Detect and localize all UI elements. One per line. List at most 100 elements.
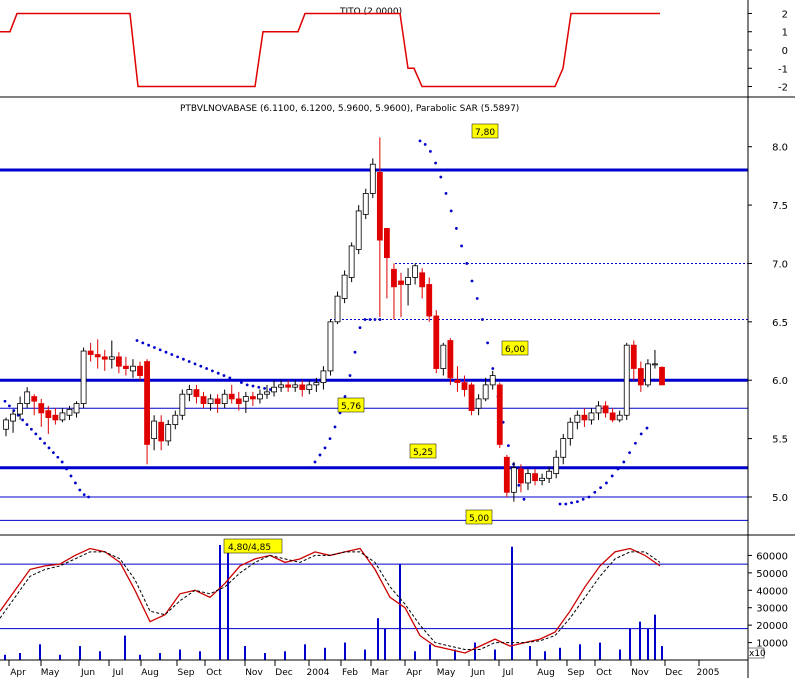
price-tick-label: 7.0 (772, 259, 788, 270)
annotation-box (223, 538, 283, 554)
sar-dot (475, 297, 479, 300)
volume-bar (647, 628, 649, 660)
sar-dot (455, 227, 458, 230)
candle-body (454, 379, 461, 383)
sar-dot (645, 426, 649, 430)
sar-dot (211, 369, 214, 373)
candle-body (59, 412, 66, 421)
sar-dot (193, 362, 197, 366)
sar-dot (60, 460, 64, 464)
volume-bar (559, 647, 561, 660)
sar-dot (616, 467, 620, 471)
price-tick-label: 6.5 (772, 318, 788, 329)
volume-bar (19, 653, 21, 660)
sar-dot (599, 486, 602, 490)
sar-dot (187, 360, 191, 363)
level-label: 7,80 (475, 128, 495, 138)
oscillator-tick-label: 20000 (756, 621, 788, 632)
sar-dot (234, 378, 238, 382)
x-tick-label: May (437, 668, 456, 678)
sar-dot (358, 326, 362, 330)
candle-body (249, 396, 256, 400)
sar-dot (313, 460, 317, 464)
x-tick-label: Sep (178, 668, 195, 678)
candle-body (475, 398, 482, 409)
sar-dot (82, 493, 86, 497)
volume-bar (619, 649, 621, 660)
sar-dot (43, 441, 46, 445)
candle-body (546, 470, 553, 479)
volume-bar (454, 649, 456, 660)
sar-dot (486, 341, 489, 345)
price-tick-label: 7.5 (772, 201, 788, 212)
sar-dot (3, 399, 7, 403)
x-axis: Apr May Jun Jul Aug Sep Oct Nov Dec 2004 Feb Mar Apr… (8, 660, 720, 678)
sar-dot (634, 441, 637, 445)
stochastic-d-line (0, 551, 661, 650)
candle-body (264, 391, 270, 395)
volume-bar (227, 544, 229, 660)
candle-body (73, 403, 80, 414)
candle-body (482, 384, 489, 400)
sar-dot (481, 318, 484, 321)
candle-body (447, 340, 454, 379)
level-label-box (465, 509, 493, 525)
candle-body (45, 410, 52, 418)
tito-title: TITO (2.0000) (339, 7, 402, 17)
sar-dot (25, 423, 29, 426)
sar-dot (491, 367, 495, 370)
candle-body (38, 403, 45, 414)
candle-body (637, 368, 644, 386)
candle-body (384, 228, 390, 259)
candle-body (581, 414, 588, 421)
candle-body (553, 456, 560, 475)
sar-dot (30, 427, 33, 431)
oscillator-annotation: 4,80/4,85 (223, 538, 283, 554)
sar-dot (429, 149, 432, 153)
sar-dot (610, 474, 614, 478)
tito-y-axis: 2 1 0 -1 -2 (748, 9, 788, 94)
candle-body (285, 384, 292, 388)
tito-tick-label: -1 (778, 64, 788, 75)
candle-body (341, 274, 348, 299)
candle-body (179, 393, 186, 416)
sar-dot (605, 481, 608, 485)
volume-bar (39, 644, 41, 660)
candle-body (144, 361, 150, 445)
sar-dot (587, 495, 591, 499)
sar-dot (216, 371, 220, 375)
candle-body (108, 356, 115, 360)
sar-dot (333, 425, 337, 429)
candle-body (242, 396, 249, 402)
level-label: 5,00 (469, 514, 489, 524)
sar-dot (228, 376, 232, 380)
candle-body (299, 384, 306, 390)
candle-body (567, 421, 574, 439)
candle-body (644, 363, 651, 386)
candle-body (539, 477, 545, 482)
x-tick-label: Apr (10, 668, 26, 678)
price-tick-label: 5.5 (772, 435, 788, 446)
sar-dot (176, 355, 180, 359)
x-tick-label: 2005 (697, 668, 720, 678)
x-tick-label: Mar (372, 668, 389, 678)
candle-body (101, 356, 108, 360)
sar-dot (318, 453, 322, 457)
candle-body (214, 398, 221, 404)
sar-dot (622, 460, 626, 464)
volume-bar (414, 651, 416, 660)
sar-dot (170, 353, 174, 356)
candle-body (151, 420, 158, 439)
volume-bars (4, 544, 663, 660)
candle-body (320, 370, 327, 383)
volume-bar (529, 646, 531, 660)
sar-dot (576, 500, 579, 504)
volume-bar (4, 654, 6, 660)
candle-body (221, 393, 228, 404)
candle-body (334, 295, 341, 323)
x-tick-label: Dec (275, 668, 292, 678)
volume-bar (474, 642, 476, 660)
sar-dot (363, 318, 367, 321)
